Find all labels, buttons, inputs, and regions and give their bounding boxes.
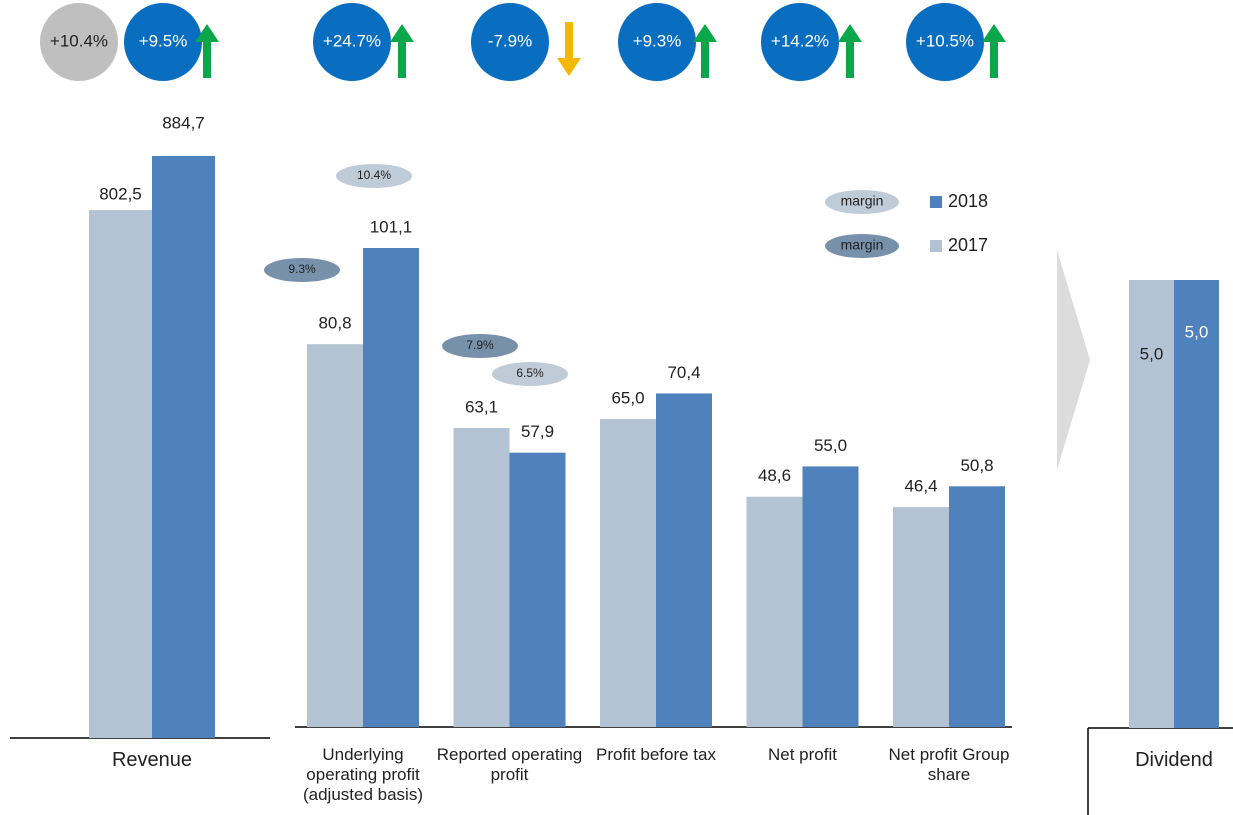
bar xyxy=(509,452,566,727)
bar xyxy=(949,486,1005,727)
category-label: Revenue xyxy=(111,749,193,771)
change-badge xyxy=(313,3,391,81)
bar xyxy=(656,393,712,727)
change-arrow xyxy=(557,22,581,76)
category-label: Net profit xyxy=(768,745,837,764)
change-badge xyxy=(761,3,839,81)
value-label: 5,0 xyxy=(1185,322,1209,341)
category-label: Reported operating profit xyxy=(436,745,583,784)
margin-label: 9.3% xyxy=(288,262,316,276)
change-label: +9.3% xyxy=(633,31,682,50)
bar xyxy=(363,248,419,727)
value-label: 46,4 xyxy=(904,477,937,496)
value-label: 80,8 xyxy=(318,314,351,333)
legend-swatch xyxy=(930,196,942,208)
bar xyxy=(802,466,859,727)
change-label: +14.2% xyxy=(771,31,829,50)
legend-swatch xyxy=(930,240,942,252)
value-label: 65,0 xyxy=(611,389,644,408)
margin-label: 10.4% xyxy=(357,168,391,182)
margin-label: 7.9% xyxy=(466,338,494,352)
category-label: Profit before tax xyxy=(595,745,716,764)
category-label: Net profit Group share xyxy=(888,745,1010,784)
change-label: +10.5% xyxy=(916,31,974,50)
value-label: 101,1 xyxy=(370,217,413,236)
legend-margin-label: margin xyxy=(841,193,884,209)
change-label: -7.9% xyxy=(488,31,532,50)
bar xyxy=(453,428,510,727)
category-label: Dividend xyxy=(1135,749,1213,771)
category-label: Underlying operating profit (adjusted ba… xyxy=(302,745,423,804)
bar xyxy=(152,156,215,738)
change-label: +9.5% xyxy=(139,31,188,50)
margin-badge xyxy=(492,362,568,386)
change-badge xyxy=(40,3,118,81)
change-arrow xyxy=(838,24,862,78)
bar xyxy=(89,210,152,738)
legend-label: 2017 xyxy=(948,235,988,255)
margin-badge xyxy=(336,164,412,188)
value-label: 50,8 xyxy=(960,456,993,475)
change-badge xyxy=(471,3,549,81)
change-label: +24.7% xyxy=(323,31,381,50)
bar xyxy=(600,419,656,727)
legend-label: 2018 xyxy=(948,191,988,211)
value-label: 55,0 xyxy=(814,436,847,455)
value-label: 48,6 xyxy=(758,466,791,485)
value-label: 57,9 xyxy=(521,422,554,441)
value-label: 802,5 xyxy=(99,185,142,204)
chevron xyxy=(1057,250,1090,470)
bar xyxy=(893,507,949,727)
change-arrow xyxy=(982,24,1006,78)
legend-margin xyxy=(825,190,899,214)
value-label: 70,4 xyxy=(667,363,700,382)
change-badge xyxy=(906,3,984,81)
change-arrow xyxy=(390,24,414,78)
legend-margin xyxy=(825,234,899,258)
change-arrow xyxy=(195,24,219,78)
bar xyxy=(307,344,363,727)
margin-label: 6.5% xyxy=(516,366,544,380)
margin-badge xyxy=(442,334,518,358)
bar xyxy=(746,496,803,727)
value-label: 5,0 xyxy=(1140,344,1164,363)
margin-badge xyxy=(264,258,340,282)
value-label: 63,1 xyxy=(465,398,498,417)
change-badge xyxy=(618,3,696,81)
legend-margin-label: margin xyxy=(841,237,884,253)
bar xyxy=(1174,280,1219,728)
value-label: 884,7 xyxy=(162,113,205,132)
change-arrow xyxy=(693,24,717,78)
change-badge xyxy=(124,3,202,81)
bar xyxy=(1129,280,1174,728)
change-label: +10.4% xyxy=(50,31,108,50)
